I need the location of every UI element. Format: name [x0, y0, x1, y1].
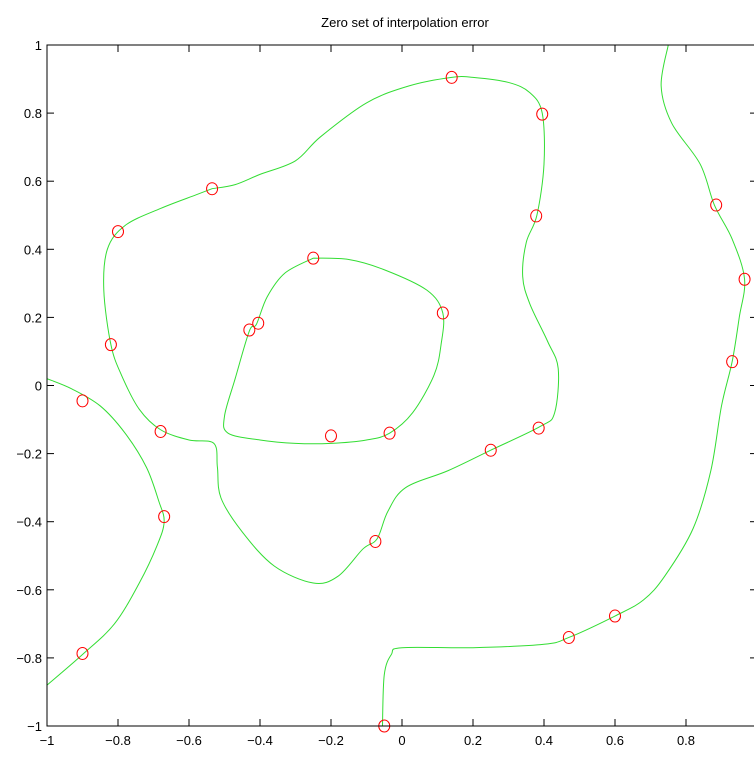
y-tick-label: 1 [35, 38, 42, 53]
y-tick-label: −0.4 [16, 515, 42, 530]
y-axis-tick-labels: −1 −0.8 −0.6 −0.4 −0.2 0 0.2 0.4 0.6 0.8 1 [16, 38, 42, 734]
x-tick-label: 0 [398, 733, 405, 748]
axis-ticks [46, 44, 754, 727]
axes-box [46, 44, 754, 727]
x-tick-label: −0.2 [318, 733, 344, 748]
interpolation-point [530, 209, 543, 223]
chart-title: Zero set of interpolation error [321, 15, 489, 30]
interpolation-point [154, 424, 167, 438]
interpolation-point [562, 630, 575, 644]
zero-curve-1 [47, 378, 165, 686]
interpolation-point [325, 429, 337, 443]
interpolation-point [104, 338, 117, 352]
zero-curve-3 [223, 257, 445, 445]
y-tick-label: −0.6 [16, 583, 42, 598]
y-tick-label: 0.4 [24, 242, 42, 257]
y-tick-label: −0.2 [16, 447, 42, 462]
interpolation-point [710, 198, 723, 212]
y-tick-label: 0.6 [24, 174, 42, 189]
x-tick-label: −0.8 [105, 733, 131, 748]
y-tick-label: 0 [35, 379, 42, 394]
interpolation-point [726, 355, 739, 369]
x-tick-label: −0.6 [176, 733, 202, 748]
interpolation-point [532, 421, 545, 435]
x-tick-label: −0.4 [247, 733, 273, 748]
interpolation-point [536, 107, 549, 121]
interpolation-point [369, 534, 382, 548]
y-tick-label: −0.8 [16, 651, 42, 666]
interpolation-point [158, 510, 171, 524]
zero-set-curves [47, 45, 746, 726]
interpolation-point [436, 306, 449, 320]
y-tick-label: 0.2 [24, 310, 42, 325]
x-tick-label: 0.6 [606, 733, 624, 748]
interpolation-point [243, 323, 256, 337]
interpolation-point [112, 225, 124, 239]
x-tick-label: −1 [40, 733, 55, 748]
interpolation-point [76, 646, 89, 660]
interpolation-points [76, 70, 751, 733]
interpolation-point [252, 316, 265, 330]
x-tick-label: 0.8 [677, 733, 695, 748]
interpolation-point [738, 272, 751, 286]
interpolation-point [484, 443, 497, 457]
interpolation-point [609, 609, 621, 623]
y-tick-label: −1 [27, 719, 42, 734]
x-axis-tick-labels: −1−0.8−0.6−0.4−0.200.20.40.60.81 [40, 733, 754, 748]
interpolation-point [445, 70, 458, 84]
zero-curve-4 [381, 45, 746, 726]
interpolation-point [383, 426, 396, 440]
interpolation-point [76, 394, 89, 408]
interpolation-point [307, 251, 320, 265]
interpolation-point [206, 182, 219, 196]
zero-curve-2 [103, 75, 560, 584]
y-tick-label: 0.8 [24, 106, 42, 121]
x-tick-label: 0.4 [535, 733, 553, 748]
x-tick-label: 0.2 [464, 733, 482, 748]
